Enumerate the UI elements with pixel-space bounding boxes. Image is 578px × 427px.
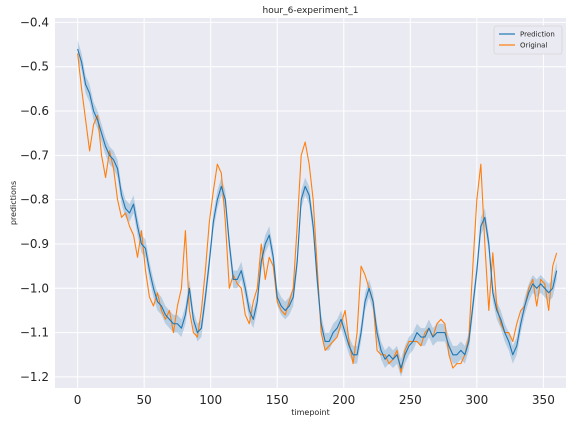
x-tick-label-5: 250 [399,393,422,407]
series-line-original [77,53,558,374]
y-tick-label-7: −1.1 [20,326,49,340]
y-tick-label-3: −0.7 [20,148,49,162]
x-tick-label-1: 50 [137,393,152,407]
y-tick-label-8: −1.2 [20,370,49,384]
x-tick-label-2: 100 [199,393,222,407]
x-tick-label-3: 150 [266,393,289,407]
chart-title: hour_6-experiment_1 [262,6,358,16]
y-axis-label: predictions [9,181,18,225]
y-tick-label-0: −0.4 [20,15,49,29]
x-axis-label: timepoint [291,408,329,417]
legend-label-original: Original [520,42,547,50]
y-tick-label-5: −0.9 [20,237,49,251]
y-tick-label-1: −0.5 [20,60,49,74]
y-tick-label-2: −0.6 [20,104,49,118]
legend-box [493,25,563,55]
x-tick-label-6: 300 [465,393,488,407]
tick-labels: 0 50 100 150 200 250 300 350 −0.4 −0.5 −0.6 −0.7 −0.… [20,15,555,407]
x-tick-label-7: 350 [532,393,555,407]
x-tick-label-0: 0 [74,393,82,407]
x-tick-label-4: 200 [332,393,355,407]
series-group [77,40,558,377]
y-tick-label-6: −1.0 [20,281,49,295]
legend-label-prediction: Prediction [520,31,555,39]
y-tick-label-4: −0.8 [20,193,49,207]
series-line-prediction [77,48,558,369]
legend: Prediction Original [493,25,563,55]
